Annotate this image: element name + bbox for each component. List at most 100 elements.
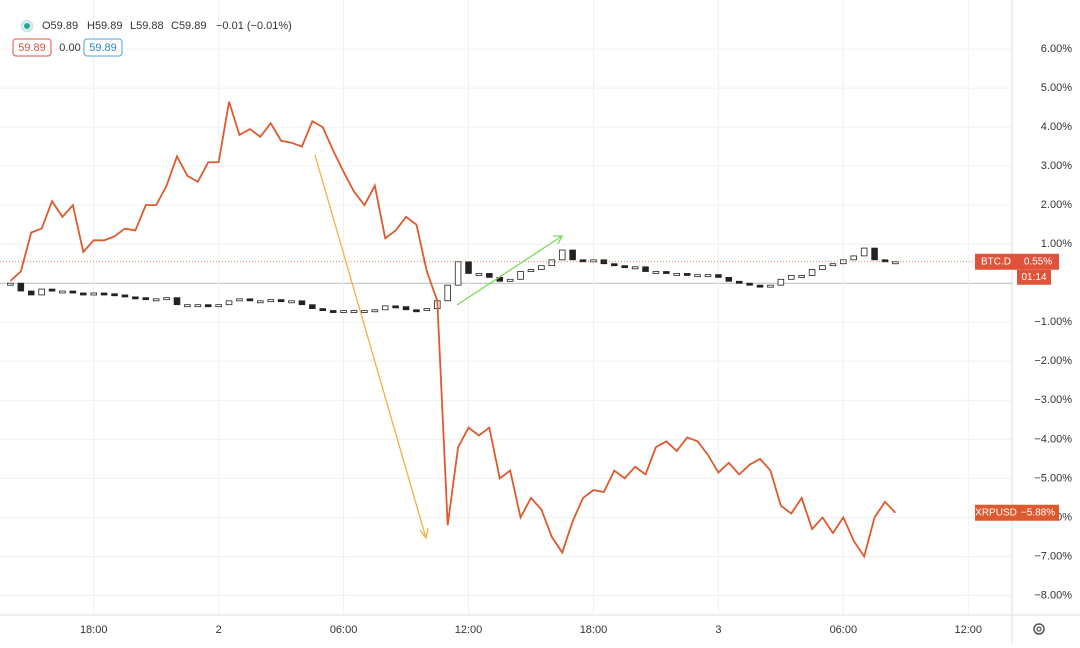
candle: [892, 261, 899, 265]
y-tick-label: −4.00%: [1034, 433, 1072, 445]
candle: [777, 278, 785, 286]
candle: [17, 282, 25, 292]
candle: [548, 259, 556, 267]
candle: [850, 255, 858, 261]
candle: [100, 292, 108, 296]
y-tick-label: −2.00%: [1034, 355, 1072, 367]
candle: [871, 247, 878, 261]
candle: [340, 310, 347, 313]
candle: [715, 274, 722, 278]
candle: [465, 261, 472, 274]
ohlc-low: L59.88: [130, 20, 164, 32]
annotation-arrowhead: [419, 527, 429, 540]
candle: [48, 288, 56, 292]
y-tick-label: 5.00%: [1041, 82, 1072, 94]
gear: [1036, 626, 1042, 632]
candle: [475, 273, 483, 276]
y-tick-label: 2.00%: [1041, 199, 1072, 211]
candle: [121, 294, 129, 298]
candle: [506, 278, 514, 282]
candle: [819, 265, 826, 270]
candle: [652, 271, 660, 274]
ohlc-change: −0.01 (−0.01%): [216, 20, 292, 32]
candle: [881, 259, 889, 263]
badge[interactable]: [12, 38, 52, 57]
price-label-box: [1017, 504, 1059, 521]
candle: [517, 271, 524, 280]
candle: [402, 306, 410, 311]
candle: [152, 298, 160, 302]
x-tick-label: 06:00: [830, 624, 858, 636]
x-tick-label: 2: [216, 624, 222, 636]
candle: [246, 298, 254, 302]
ohlc-open: O59.89: [42, 20, 78, 32]
candle: [111, 293, 118, 297]
countdown: 01:14: [1021, 272, 1046, 283]
candle: [194, 304, 202, 308]
candle: [860, 247, 868, 257]
candle: [7, 282, 14, 286]
price-line: [9, 101, 897, 559]
badge-text: 59.89: [89, 42, 117, 54]
candle: [486, 273, 493, 278]
x-tick-label: 3: [715, 624, 721, 636]
candle: [746, 282, 753, 286]
y-tick-label: −5.00%: [1034, 472, 1072, 484]
candle: [788, 275, 795, 280]
candle: [381, 305, 389, 311]
ohlc-high: H59.89: [87, 20, 122, 32]
candle: [725, 276, 733, 282]
y-tick-label: 3.00%: [1041, 160, 1072, 172]
y-tick-label: 4.00%: [1041, 121, 1072, 133]
candle: [423, 308, 431, 311]
last-price-label: −5.88%: [1021, 507, 1055, 518]
candle: [444, 284, 451, 302]
badge-text: 0.00: [59, 42, 80, 54]
candle: [225, 300, 233, 306]
candle: [215, 304, 222, 308]
candle: [392, 305, 399, 309]
candle: [663, 271, 670, 274]
candle: [735, 280, 743, 284]
candle: [204, 304, 212, 308]
candle: [90, 292, 97, 296]
badge[interactable]: [83, 38, 123, 57]
candle: [454, 261, 462, 286]
candle: [288, 300, 295, 304]
candle: [309, 304, 316, 309]
candle: [558, 249, 566, 261]
candle: [413, 309, 420, 313]
candle: [173, 297, 181, 306]
y-tick-label: −1.00%: [1034, 316, 1072, 328]
price-label-box: [975, 253, 1017, 270]
candle: [184, 304, 191, 308]
candle: [27, 290, 35, 296]
price-label-box: [1017, 253, 1059, 270]
candle: [257, 300, 264, 304]
candle: [298, 300, 306, 306]
candle: [704, 274, 712, 278]
badge-text: 59.89: [18, 42, 46, 54]
candle: [59, 290, 66, 294]
candle: [69, 290, 77, 294]
annotation-arrow: [456, 235, 563, 306]
gear: [1033, 623, 1045, 635]
price-label-box: [975, 504, 1017, 521]
x-tick-label: 18:00: [80, 624, 108, 636]
candle: [683, 273, 691, 276]
candle: [371, 309, 379, 313]
series-name: BTC.D: [981, 256, 1011, 267]
candle: [673, 273, 681, 276]
candle: [756, 284, 764, 288]
candle: [527, 269, 535, 272]
settings-icon[interactable]: [1033, 623, 1045, 635]
y-tick-label: −8.00%: [1034, 589, 1072, 601]
candle: [808, 269, 816, 276]
candle: [829, 263, 837, 267]
candle: [277, 299, 285, 303]
candle: [590, 259, 597, 263]
series-name: XRPUSD: [975, 507, 1017, 518]
candle: [642, 266, 649, 272]
x-tick-label: 12:00: [955, 624, 983, 636]
ohlc-close: C59.89: [171, 20, 206, 32]
